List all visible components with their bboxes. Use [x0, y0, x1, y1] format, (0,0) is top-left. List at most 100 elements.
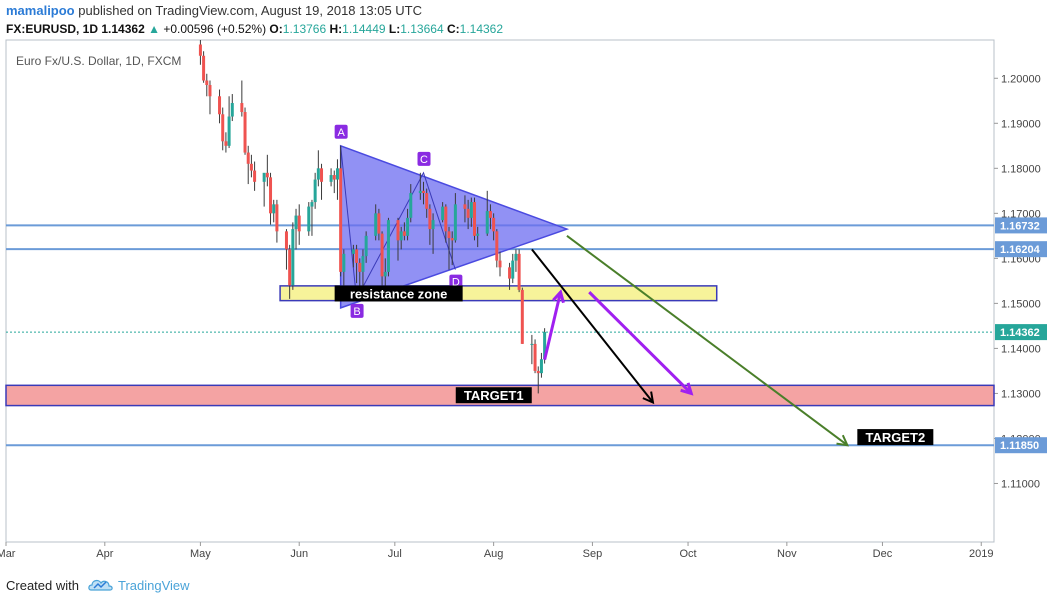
price-tag-bg: [995, 324, 1047, 341]
x-tick-label: Sep: [583, 548, 603, 560]
candle-body: [520, 289, 524, 344]
candles-layer: [198, 40, 547, 394]
pattern-point-badge: [350, 303, 364, 318]
x-tick-label: Aug: [484, 548, 504, 560]
candle-body: [530, 343, 534, 345]
candle-body: [492, 217, 496, 232]
candle-body: [418, 190, 422, 194]
candle-body: [383, 271, 387, 277]
y-tick-label: 1.19000: [1001, 118, 1041, 130]
tradingview-brand[interactable]: TradingView: [118, 578, 190, 593]
ohlc-legend: FX:EURUSD, 1D 1.14362 ▲ +0.00596 (+0.52%…: [6, 22, 503, 36]
x-tick-label: May: [190, 548, 211, 560]
candle-body: [450, 238, 454, 241]
candle-body: [498, 260, 502, 268]
candle-body: [284, 231, 288, 250]
abcd-zigzag: [340, 145, 456, 301]
tradingview-cloud-icon[interactable]: [88, 576, 114, 594]
candle-body: [332, 175, 336, 180]
candle-body: [495, 231, 499, 261]
high-value: 1.14449: [342, 22, 386, 36]
author-link[interactable]: mamalipoo: [6, 3, 75, 18]
price-tag-bg: [995, 437, 1047, 454]
y-tick-label: 1.15000: [1001, 298, 1041, 310]
candle-body: [342, 253, 346, 272]
purple-down-arrow[interactable]: [588, 291, 693, 395]
candle-body: [517, 253, 521, 290]
candle-body: [339, 168, 343, 272]
last-price: 1.14362: [101, 22, 145, 36]
change-arrow-icon: ▲: [148, 22, 160, 36]
candle-body: [272, 204, 276, 214]
green-arrow[interactable]: [566, 235, 848, 447]
candle-body: [246, 152, 250, 164]
candle-body: [422, 190, 426, 194]
target2-label-bg: [857, 429, 934, 446]
x-tick-label: Jun: [290, 548, 308, 560]
x-tick-label: Apr: [96, 548, 113, 560]
x-axis-ticks: Mar Apr May Jun Jul Aug Sep Oct Nov Dec 2019: [0, 542, 993, 560]
candle-body: [402, 231, 406, 236]
resistance-zone-label-bg: [334, 285, 463, 302]
candle-body: [425, 193, 429, 209]
candle-body: [476, 233, 480, 236]
candle-body: [329, 175, 333, 182]
candle-body: [536, 370, 540, 374]
y-tick-label: 1.13000: [1001, 388, 1041, 400]
candle-body: [514, 253, 518, 261]
candle-body: [469, 202, 473, 218]
candle-body: [444, 206, 448, 232]
candle-body: [265, 172, 269, 178]
candle-body: [543, 332, 547, 359]
candle-body: [351, 249, 355, 254]
candle-body: [463, 204, 467, 209]
candle-body: [227, 116, 231, 146]
price-labels: 1.16732 1.16204 1.14362 1.11850: [995, 217, 1047, 454]
candle-body: [198, 44, 202, 56]
close-value: 1.14362: [459, 22, 504, 36]
candle-body: [291, 229, 295, 286]
low-value: 1.13664: [400, 22, 444, 36]
purple-up-arrow[interactable]: [543, 291, 563, 361]
candle-body: [320, 168, 324, 182]
candle-body: [488, 211, 492, 218]
price-tag: 1.14362: [1000, 327, 1040, 339]
candle-body: [313, 179, 317, 203]
candle-body: [428, 208, 432, 230]
x-tick-label: Mar: [0, 548, 16, 560]
candle-body: [316, 168, 320, 180]
price-tag: 1.16732: [1000, 220, 1040, 232]
published-text: published on TradingView.com, August 19,…: [78, 3, 423, 18]
candle-body: [453, 204, 457, 241]
candle-body: [218, 96, 222, 115]
close-label: C:: [446, 22, 460, 36]
y-tick-label: 1.17000: [1001, 208, 1041, 220]
candle-body: [224, 141, 228, 146]
arrows-layer[interactable]: [531, 235, 850, 447]
candle-body: [249, 163, 253, 171]
low-label: L:: [388, 22, 401, 36]
pattern-point-label: A: [337, 127, 345, 139]
chart-title: Euro Fx/U.S. Dollar, 1D, FXCM: [16, 54, 181, 68]
change-value: +0.00596 (+0.52%): [163, 22, 267, 36]
candle-body: [533, 343, 537, 371]
target2-label: TARGET2: [865, 430, 925, 445]
candle-body: [399, 231, 403, 241]
chart-header: mamalipoo published on TradingView.com, …: [0, 0, 1052, 40]
candle-body: [240, 103, 244, 113]
x-tick-label: Dec: [873, 548, 893, 560]
y-tick-label: 1.11000: [1001, 478, 1040, 490]
pattern-point-badge: [334, 124, 348, 139]
black-arrow[interactable]: [531, 248, 654, 404]
pattern-point-label: B: [353, 306, 360, 318]
footer: Created with TradingView: [0, 570, 1052, 603]
purple-up-arrowhead: [552, 289, 565, 304]
y-axis-ticks: 1.110001.120001.130001.140001.150001.160…: [994, 73, 1041, 490]
candle-body: [374, 213, 378, 236]
price-tag-bg: [995, 241, 1047, 258]
candle-body: [355, 249, 359, 263]
candle-body: [307, 206, 311, 232]
x-tick-label: Nov: [777, 548, 797, 560]
price-chart[interactable]: Euro Fx/U.S. Dollar, 1D, FXCM 1.11000 1.1…: [0, 0, 1052, 570]
price-tag: 1.16204: [1000, 244, 1041, 256]
